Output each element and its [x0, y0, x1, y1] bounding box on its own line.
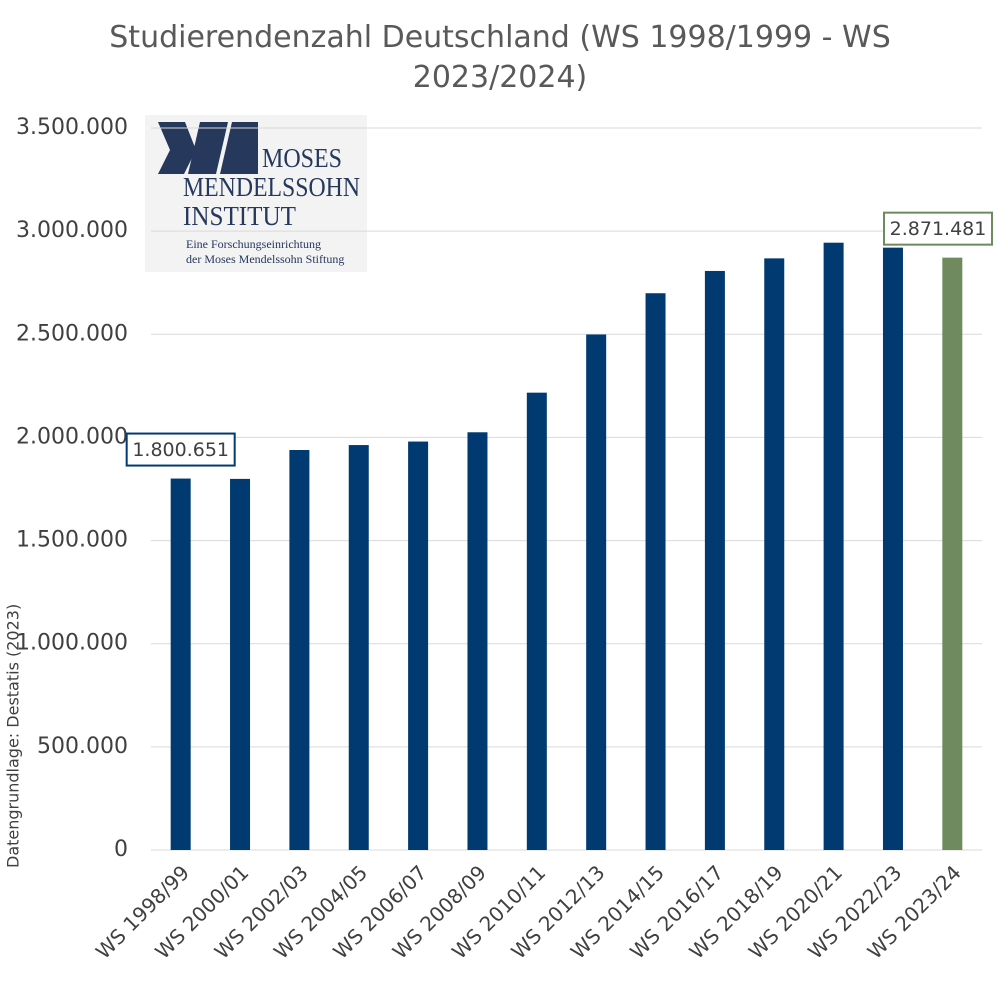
bar — [348, 445, 369, 850]
value-label-box — [883, 211, 993, 246]
y-tick-label: 1.500.000 — [16, 528, 128, 553]
y-tick-label: 500.000 — [37, 734, 128, 759]
logo-name: MOSES — [262, 143, 342, 173]
bar — [526, 392, 547, 850]
logo — [145, 115, 367, 272]
value-label: 2.871.481 — [890, 218, 987, 240]
y-tick-label: 2.000.000 — [16, 424, 128, 449]
y-tick-label: 0 — [114, 837, 128, 862]
source-note: Datengrundlage: Destatis (2023) — [4, 604, 23, 868]
bar — [586, 334, 607, 850]
logo-emblem — [158, 122, 196, 174]
y-tick-label: 3.500.000 — [16, 115, 128, 140]
bar — [882, 247, 903, 850]
logo-emblem — [188, 122, 228, 174]
bar — [704, 270, 725, 850]
bar — [170, 478, 191, 850]
y-tick-label: 1.000.000 — [16, 631, 128, 656]
y-tick-label: 2.500.000 — [16, 321, 128, 346]
bar — [764, 258, 785, 850]
value-label: 1.800.651 — [132, 439, 229, 461]
bar — [645, 293, 666, 850]
y-tick-label: 3.000.000 — [16, 218, 128, 243]
value-label-box — [125, 432, 236, 467]
bar — [942, 257, 963, 850]
logo-name: INSTITUT — [183, 201, 296, 231]
logo-name: MENDELSSOHN — [183, 172, 360, 202]
bar — [823, 242, 844, 851]
bar — [230, 478, 251, 850]
chart-title: Studierendenzahl Deutschland (WS 1998/19… — [109, 20, 891, 95]
bar — [289, 450, 310, 850]
logo-tagline: der Moses Mendelssohn Stiftung — [186, 252, 344, 266]
bar — [467, 432, 488, 850]
logo-tagline: Eine Forschungseinrichtung — [186, 237, 321, 251]
bar — [408, 441, 429, 850]
logo-emblem — [220, 122, 258, 174]
